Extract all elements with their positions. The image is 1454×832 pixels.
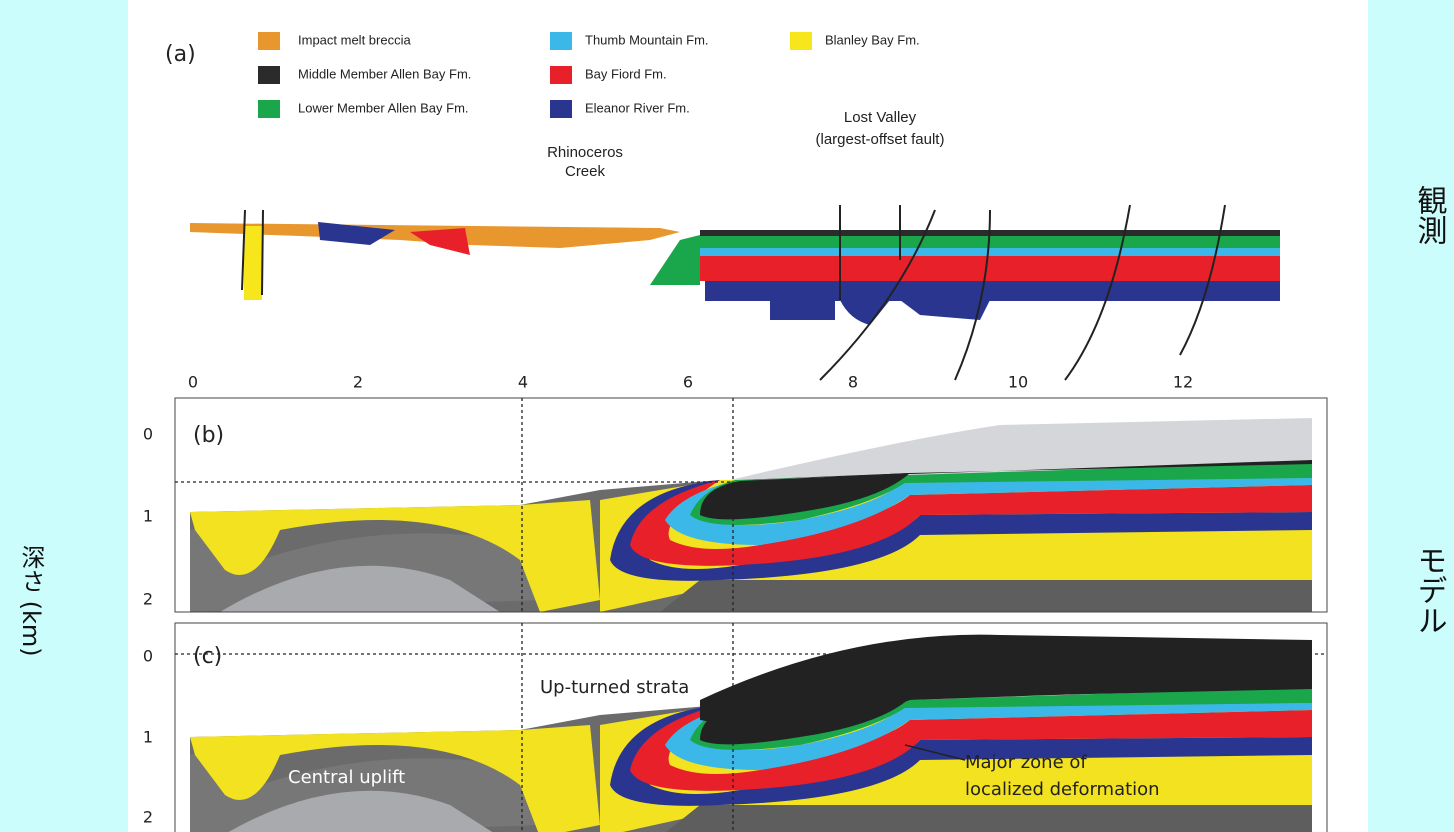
legend-label: Lower Member Allen Bay Fm. [298,100,469,115]
legend-swatch [258,66,280,84]
legend-swatch [550,66,572,84]
legend-label: Bay Fiord Fm. [585,66,667,81]
tick-label: 1 [143,728,153,747]
legend-label: Middle Member Allen Bay Fm. [298,66,471,81]
tick-label: 6 [683,373,693,392]
tick-label: 8 [848,373,858,392]
axis-title: 深さ (km) [17,545,45,657]
legend-swatch [790,32,812,50]
tick-label: 0 [143,425,153,444]
annotation: Central uplift [288,767,405,788]
panel-label: (b) [193,423,224,448]
panel-label: (a) [165,42,196,67]
legend-swatch [550,32,572,50]
side-label: モデル [1412,545,1447,635]
panel-label: (c) [193,644,222,669]
legend-swatch [550,100,572,118]
annotation: (largest-offset fault) [816,131,945,148]
legend-label: Impact melt breccia [298,32,411,47]
tick-label: 1 [143,507,153,526]
tick-label: 0 [188,373,198,392]
model-section [175,400,1327,612]
tick-label: 12 [1173,373,1193,392]
page: {"side_labels": {"observation": "観測", "m… [0,0,1454,832]
tick-label: 2 [143,808,153,827]
tick-label: 10 [1008,373,1028,392]
legend-label: Blanley Bay Fm. [825,32,920,47]
side-label: 観測 [1412,185,1448,245]
annotation: localized deformation [965,779,1160,800]
tick-label: 2 [143,590,153,609]
legend-swatch [258,32,280,50]
slide: Impact melt breccia Middle Member Allen … [0,0,1454,832]
tick-label: 2 [353,373,363,392]
tick-label: 0 [143,647,153,666]
legend-swatch [258,100,280,118]
annotation: Creek [565,163,606,180]
annotation: Rhinoceros [547,144,623,161]
annotation: Up-turned strata [540,677,689,698]
annotation: Lost Valley [844,109,917,126]
legend-label: Eleanor River Fm. [585,100,690,115]
tick-label: 4 [518,373,528,392]
legend-label: Thumb Mountain Fm. [585,32,709,47]
annotation: Major zone of [965,752,1087,773]
